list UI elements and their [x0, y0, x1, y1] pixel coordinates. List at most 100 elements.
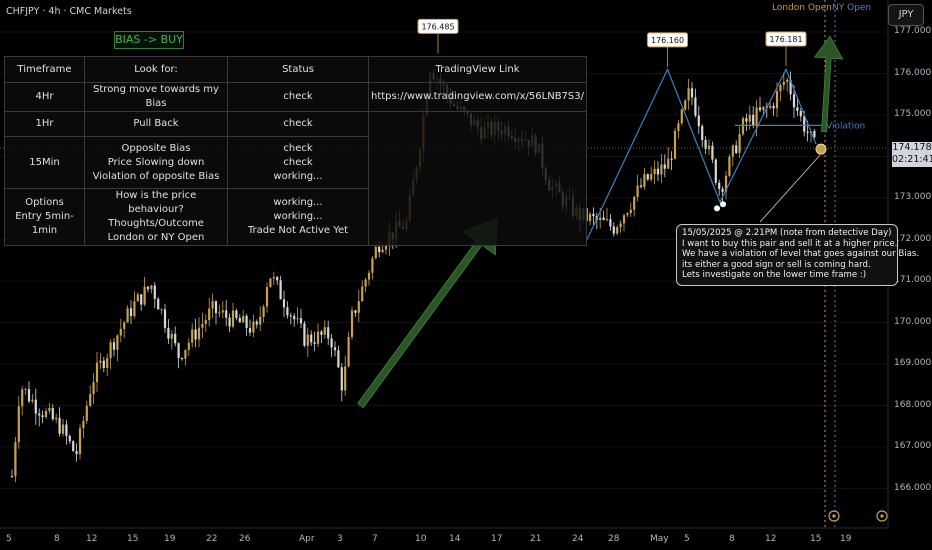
x-tick-label: 17	[491, 534, 503, 544]
candle-body	[252, 321, 255, 333]
candle-body	[174, 333, 177, 344]
candle-body	[313, 342, 316, 344]
candle-body	[68, 435, 71, 442]
candle-body	[286, 307, 289, 316]
candle-body	[752, 114, 755, 126]
bar-countdown: 02:21:41	[892, 154, 932, 165]
table-row: Options Entry 5min-1min How is the price…	[4, 188, 587, 246]
table-cell-status: check	[227, 111, 369, 137]
table-header-cell: TradingView Link	[368, 56, 587, 83]
table-header-row: Timeframe Look for: Status TradingView L…	[4, 56, 587, 83]
y-tick-label: 176.000	[894, 67, 932, 78]
candle-body	[61, 424, 65, 434]
candle-body	[602, 217, 605, 220]
note-line: I want to buy this pair and sell it at a…	[682, 238, 898, 249]
candle-body	[758, 107, 762, 111]
candle-body	[225, 310, 228, 318]
candle-body	[51, 408, 54, 420]
candle-body	[296, 318, 299, 320]
x-tick-label: 7	[372, 534, 378, 544]
candle-body	[626, 213, 629, 216]
x-tick-label: 5	[6, 534, 12, 544]
table-cell-look-for: Pull Back	[84, 111, 228, 137]
candle-body	[303, 323, 306, 346]
candle-body	[748, 114, 751, 122]
candle-body	[41, 415, 44, 418]
candle-body	[34, 399, 37, 414]
table-cell-timeframe: 1Hr	[4, 111, 85, 137]
table-cell-status: check check working...	[227, 136, 369, 189]
candle-body	[99, 360, 102, 363]
candle-body	[745, 118, 748, 122]
y-tick-label: 168.000	[894, 399, 932, 410]
currency-button[interactable]: JPY	[888, 4, 924, 26]
x-tick-label: 12	[765, 534, 777, 544]
candle-body	[112, 342, 116, 350]
candle-body	[38, 413, 41, 416]
candle-body	[378, 246, 381, 253]
candle-body	[714, 159, 717, 183]
candle-body	[333, 347, 337, 351]
candle-body	[663, 164, 666, 169]
candle-body	[262, 306, 265, 317]
tradingview-link[interactable]: https://www.tradingview.com/x/56LNB7S3/	[368, 82, 587, 112]
candle-body	[140, 294, 143, 305]
candle-body	[177, 343, 180, 359]
candle-body	[167, 327, 170, 339]
candle-body	[17, 406, 20, 443]
candle-body	[718, 182, 721, 189]
candle-body	[646, 174, 649, 180]
x-tick-label: 19	[164, 534, 176, 544]
candle-body	[786, 79, 789, 82]
x-tick-label: 10	[415, 534, 427, 544]
candle-body	[191, 329, 194, 343]
table-cell-look-for: How is the price behaviour? Thoughts/Out…	[84, 188, 228, 246]
candle-body	[384, 245, 388, 250]
candle-body	[201, 323, 204, 328]
current-price-marker	[815, 143, 827, 155]
candle-body	[187, 342, 190, 350]
candle-body	[599, 217, 602, 220]
candle-body	[24, 389, 27, 391]
candle-body	[680, 109, 683, 124]
peak-label-text: 176.160	[651, 36, 684, 45]
candle-body	[690, 88, 694, 98]
candle-body	[677, 123, 680, 131]
candle-body	[248, 328, 252, 333]
y-tick-label: 170.000	[894, 316, 932, 327]
candle-body	[89, 393, 92, 406]
table-cell-look-for: Strong move towards my Bias	[84, 82, 228, 112]
peak-label-box	[765, 31, 807, 47]
candle-body	[337, 350, 340, 368]
candle-body	[231, 310, 235, 327]
candle-body	[327, 327, 330, 339]
candle-body	[48, 408, 51, 411]
candle-body	[58, 417, 61, 434]
x-tick-label: 14	[449, 534, 461, 544]
candle-body	[208, 308, 211, 321]
candle-body	[619, 223, 622, 228]
event-marker-dot	[880, 514, 884, 518]
table-header-cell: Status	[227, 56, 369, 83]
candle-body	[269, 278, 272, 288]
current-price-tag: 174.178 02:21:41	[892, 142, 932, 167]
low-marker	[720, 201, 726, 208]
candle-body	[667, 158, 670, 169]
candle-body	[639, 185, 643, 187]
table-cell-status: check	[227, 82, 369, 112]
candle-body	[14, 442, 17, 477]
candle-body	[660, 164, 663, 175]
candle-body	[347, 336, 350, 367]
candle-body	[344, 366, 347, 391]
candle-body	[592, 213, 595, 217]
candle-body	[221, 310, 224, 313]
candle-body	[357, 301, 360, 313]
x-tick-label: 5	[684, 534, 690, 544]
note-pointer-line	[759, 154, 821, 223]
y-tick-label: 172.000	[894, 233, 932, 244]
candle-body	[650, 174, 653, 180]
x-tick-label: 3	[337, 534, 343, 544]
y-tick-label: 171.000	[894, 275, 932, 285]
x-tick-label: 21	[530, 534, 542, 544]
peak-label-box	[417, 18, 459, 34]
